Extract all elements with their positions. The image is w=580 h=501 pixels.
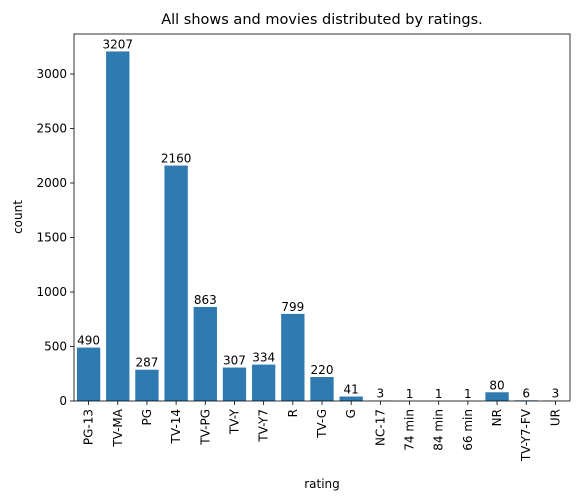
x-tick-label: TV-PG (198, 409, 212, 446)
bar-g (339, 396, 363, 401)
x-tick-label: G (344, 409, 358, 418)
x-tick-label: TV-MA (111, 408, 125, 448)
y-axis: 0 500 1000 1500 2000 2500 3000 (36, 67, 74, 408)
x-tick-label: NC-17 (373, 409, 387, 446)
data-label: 2160 (161, 152, 192, 166)
x-tick-label: TV-14 (169, 409, 183, 444)
data-label: 490 (77, 334, 100, 348)
data-label: 334 (252, 351, 275, 365)
x-tick-label: 66 min (461, 409, 475, 451)
x-tick-label: TV-G (315, 409, 329, 439)
data-label: 220 (311, 363, 334, 377)
y-tick-label: 1500 (36, 231, 67, 245)
y-tick-label: 3000 (36, 67, 67, 81)
x-tick-label: 84 min (432, 409, 446, 451)
bar-tv-y7 (251, 364, 276, 401)
data-labels-group: 490 3207 287 2160 863 307 334 799 220 41 3 1 1 1 80 6 3 (77, 37, 559, 400)
data-label: 1 (464, 387, 472, 401)
x-tick-label: TV-Y (227, 408, 241, 435)
data-label: 80 (489, 378, 504, 392)
data-label: 41 (344, 383, 359, 397)
bar-tv-y (222, 367, 247, 401)
y-tick-label: 2500 (36, 122, 67, 136)
x-axis: PG-13 TV-MA PG TV-14 TV-PG TV-Y TV-Y7 R TV-G G NC-… (82, 401, 562, 462)
chart-title: All shows and movies distributed by rati… (161, 12, 483, 28)
x-tick-label: 74 min (403, 409, 417, 451)
bars-group (76, 51, 568, 402)
x-tick-label: PG-13 (82, 409, 96, 445)
data-label: 3207 (102, 37, 133, 51)
bar-tv-ma (106, 51, 130, 402)
data-label: 6 (522, 386, 530, 400)
bar-nr (485, 392, 509, 401)
plot-frame (73, 33, 571, 402)
x-tick-label: TV-Y7-FV (519, 408, 533, 462)
y-tick-label: 2000 (36, 176, 67, 190)
y-tick-label: 0 (59, 394, 67, 408)
bar-r (281, 313, 305, 401)
data-label: 863 (194, 293, 217, 307)
data-label: 799 (281, 300, 304, 314)
bar-pg-13 (76, 347, 101, 401)
x-tick-label: NR (490, 409, 504, 426)
bar-tv-14 (164, 165, 188, 401)
x-tick-label: TV-Y7 (257, 409, 271, 443)
bar-tv-g (310, 377, 334, 401)
bar-pg (135, 369, 159, 401)
data-label: 3 (377, 387, 385, 401)
y-tick-label: 500 (44, 340, 67, 354)
bar-tv-pg (193, 306, 217, 401)
data-label: 287 (135, 356, 158, 370)
x-axis-label: rating (304, 477, 340, 491)
y-tick-label: 1000 (36, 285, 67, 299)
data-label: 307 (223, 354, 246, 368)
data-label: 1 (406, 387, 414, 401)
data-label: 1 (435, 387, 443, 401)
x-tick-label: UR (548, 409, 562, 426)
y-axis-label: count (11, 200, 25, 234)
x-tick-label: R (286, 409, 300, 417)
x-tick-label: PG (140, 409, 154, 426)
data-label: 3 (552, 387, 560, 401)
